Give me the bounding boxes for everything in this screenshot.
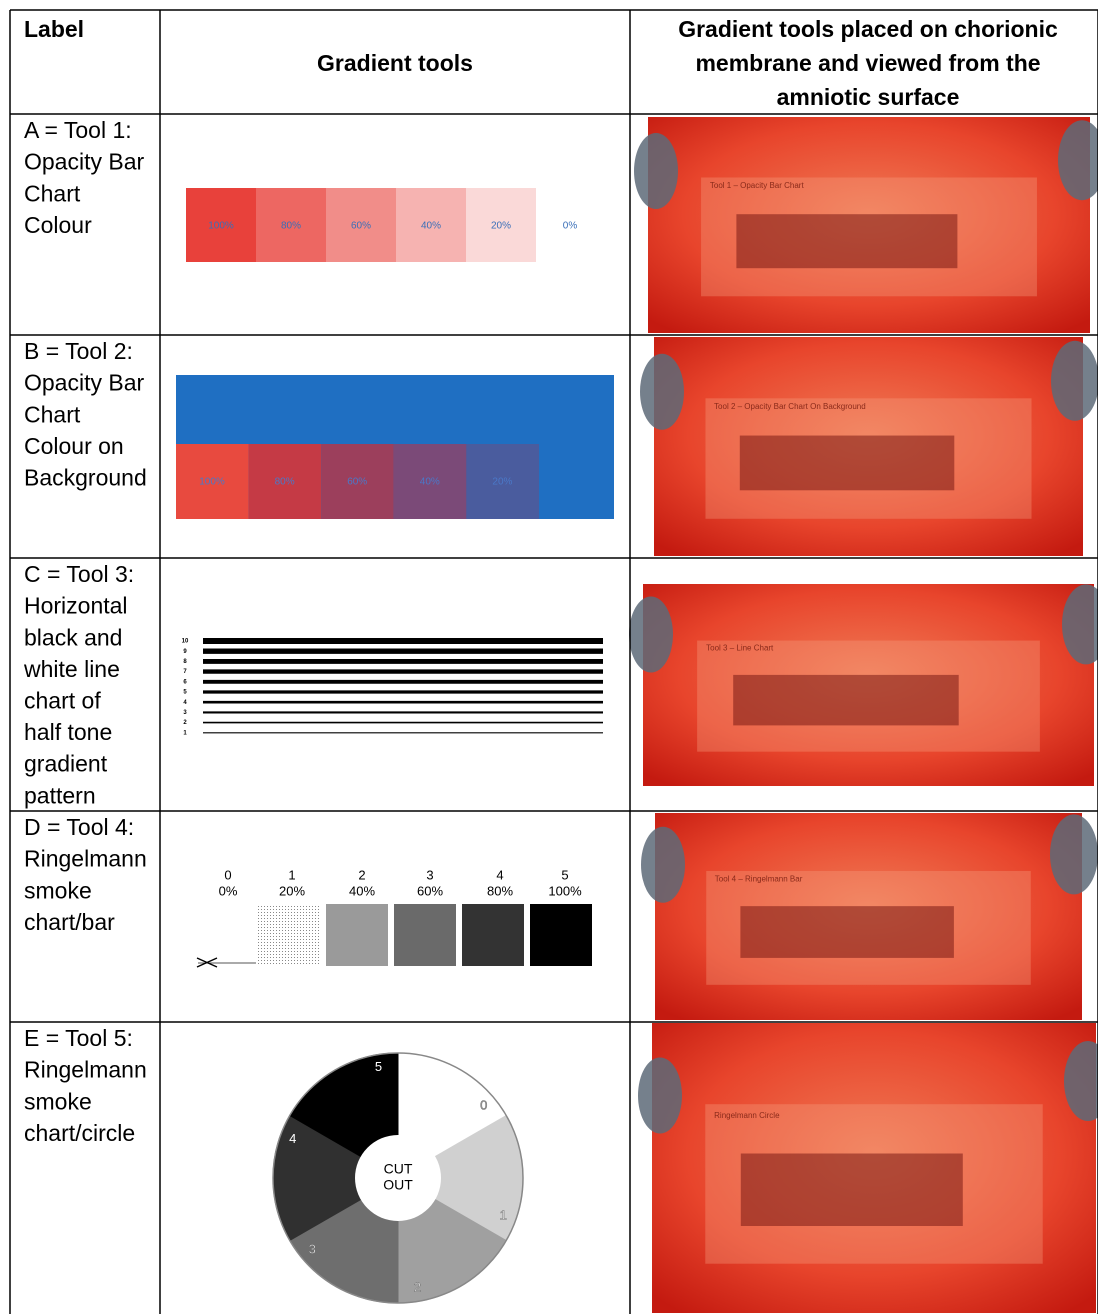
text: smoke: [24, 877, 92, 903]
text: 80%: [281, 221, 301, 232]
text: Tool 3 – Line Chart: [706, 644, 774, 653]
text: 40%: [421, 221, 441, 232]
text: 1: [500, 1208, 507, 1223]
text: Gradient tools: [317, 50, 473, 76]
text: Label: [24, 16, 84, 42]
text: 60%: [347, 477, 367, 488]
text: 20%: [491, 221, 511, 232]
text: Ringelmann: [24, 1057, 147, 1083]
text: Opacity Bar: [24, 370, 144, 396]
text: Colour: [24, 212, 92, 238]
glove: [638, 1058, 682, 1134]
text: chart of: [24, 687, 101, 713]
text: 60%: [351, 221, 371, 232]
ringelmann-box: [462, 904, 524, 966]
page: Tool 1 – Opacity Bar Chart Tool 2 – Opaci…: [0, 0, 1098, 1314]
text: 100%: [208, 221, 234, 232]
text: 100%: [548, 883, 582, 898]
text: Chart: [24, 401, 81, 427]
text: A = Tool 1:: [24, 117, 132, 143]
text: 2: [183, 720, 187, 726]
text: gradient: [24, 751, 108, 777]
text: Colour on: [24, 433, 124, 459]
text: chart/circle: [24, 1120, 135, 1146]
text: 5: [183, 690, 187, 696]
text: 60%: [417, 883, 443, 898]
text: 3: [426, 867, 433, 882]
text: amniotic surface: [777, 84, 960, 110]
text: 100%: [199, 477, 225, 488]
ringelmann-box: [530, 904, 592, 966]
text: 1: [288, 867, 295, 882]
text: Ringelmann: [24, 846, 147, 872]
ringelmann-box: [326, 904, 388, 966]
text: 80%: [275, 477, 295, 488]
text: 80%: [487, 883, 513, 898]
text: smoke: [24, 1088, 92, 1114]
text: 4: [289, 1131, 296, 1146]
text: Gradient tools placed on chorionic: [678, 16, 1058, 42]
text: CUT: [384, 1161, 413, 1177]
text: 0: [480, 1097, 487, 1112]
ringelmann-box: [258, 904, 320, 966]
text: Opacity Bar: [24, 149, 144, 175]
text: Horizontal: [24, 593, 128, 619]
text: 1: [183, 730, 187, 736]
text: 10: [182, 639, 189, 645]
text: chart/bar: [24, 909, 115, 935]
table-figure: Tool 1 – Opacity Bar Chart Tool 2 – Opaci…: [0, 0, 1098, 1314]
photo-panel: [736, 214, 957, 268]
text: black and: [24, 624, 122, 650]
photo-panel: [740, 436, 955, 491]
text: Background: [24, 464, 147, 490]
photo-panel: [733, 675, 959, 726]
text: Tool 1 – Opacity Bar Chart: [710, 181, 805, 190]
text: white line: [23, 656, 120, 682]
text: 8: [183, 659, 187, 665]
text: Tool 4 – Ringelmann Bar: [715, 874, 803, 883]
text: 0: [224, 867, 231, 882]
text: 0%: [563, 221, 578, 232]
text: 2: [414, 1280, 421, 1295]
text: 3: [183, 710, 187, 716]
text: C = Tool 3:: [24, 561, 134, 587]
text: 4: [496, 867, 503, 882]
text: OUT: [383, 1177, 413, 1193]
glove: [629, 597, 673, 673]
text: 5: [561, 867, 568, 882]
text: E = Tool 5:: [24, 1025, 133, 1051]
glove: [1051, 341, 1098, 421]
text: 5: [375, 1059, 382, 1074]
text: 0%: [219, 883, 238, 898]
text: 4: [183, 700, 187, 706]
text: Chart: [24, 180, 81, 206]
text: 20%: [492, 477, 512, 488]
text: 7: [183, 669, 187, 675]
glove: [1050, 814, 1098, 894]
text: D = Tool 4:: [24, 814, 134, 840]
text: Tool 2 – Opacity Bar Chart On Background: [714, 402, 866, 411]
text: Ringelmann Circle: [714, 1111, 780, 1120]
text: membrane and viewed from the: [695, 50, 1040, 76]
text: 9: [183, 649, 187, 655]
glove: [641, 827, 685, 903]
text: B = Tool 2:: [24, 338, 133, 364]
photo-panel: [741, 1154, 963, 1227]
glove: [640, 354, 684, 430]
photo-panel: [740, 906, 954, 958]
glove: [634, 133, 678, 209]
text: 6: [183, 679, 187, 685]
text: 40%: [349, 883, 375, 898]
text: 20%: [279, 883, 305, 898]
text: 40%: [420, 477, 440, 488]
ringelmann-box: [394, 904, 456, 966]
text: half tone: [24, 719, 112, 745]
text: pattern: [24, 782, 96, 808]
text: 2: [358, 867, 365, 882]
text: 3: [309, 1241, 316, 1256]
